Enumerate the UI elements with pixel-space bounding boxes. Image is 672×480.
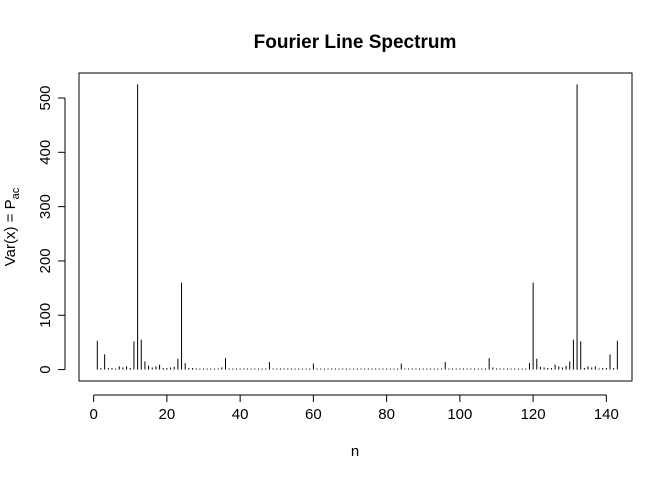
y-tick-label: 200 [37, 248, 54, 273]
spectrum-lines [96, 84, 618, 370]
x-axis-label: n [351, 443, 359, 460]
x-tick-label: 100 [447, 406, 472, 423]
x-tick-label: 140 [594, 406, 619, 423]
y-tick-label: 300 [37, 194, 54, 219]
y-tick-label: 400 [37, 140, 54, 165]
y-tick-label: 100 [37, 303, 54, 328]
x-tick-label: 120 [521, 406, 546, 423]
y-tick-label: 500 [37, 85, 54, 110]
x-tick-label: 20 [159, 406, 176, 423]
x-tick-label: 60 [305, 406, 322, 423]
x-tick-label: 0 [89, 406, 97, 423]
y-axis-label-main: Var(x) = P [2, 199, 19, 266]
y-axis: 0 100 200 300 400 500 [37, 85, 66, 374]
y-axis-label: Var(x) = Pac [2, 187, 22, 266]
x-axis: 0 20 40 60 80 100 120 140 [89, 394, 619, 423]
y-tick-label: 0 [37, 365, 54, 373]
x-tick-label: 40 [232, 406, 249, 423]
plot-frame [78, 72, 633, 382]
y-axis-label-subscript: ac [10, 187, 22, 199]
x-tick-label: 80 [378, 406, 395, 423]
chart-title: Fourier Line Spectrum [254, 32, 457, 53]
